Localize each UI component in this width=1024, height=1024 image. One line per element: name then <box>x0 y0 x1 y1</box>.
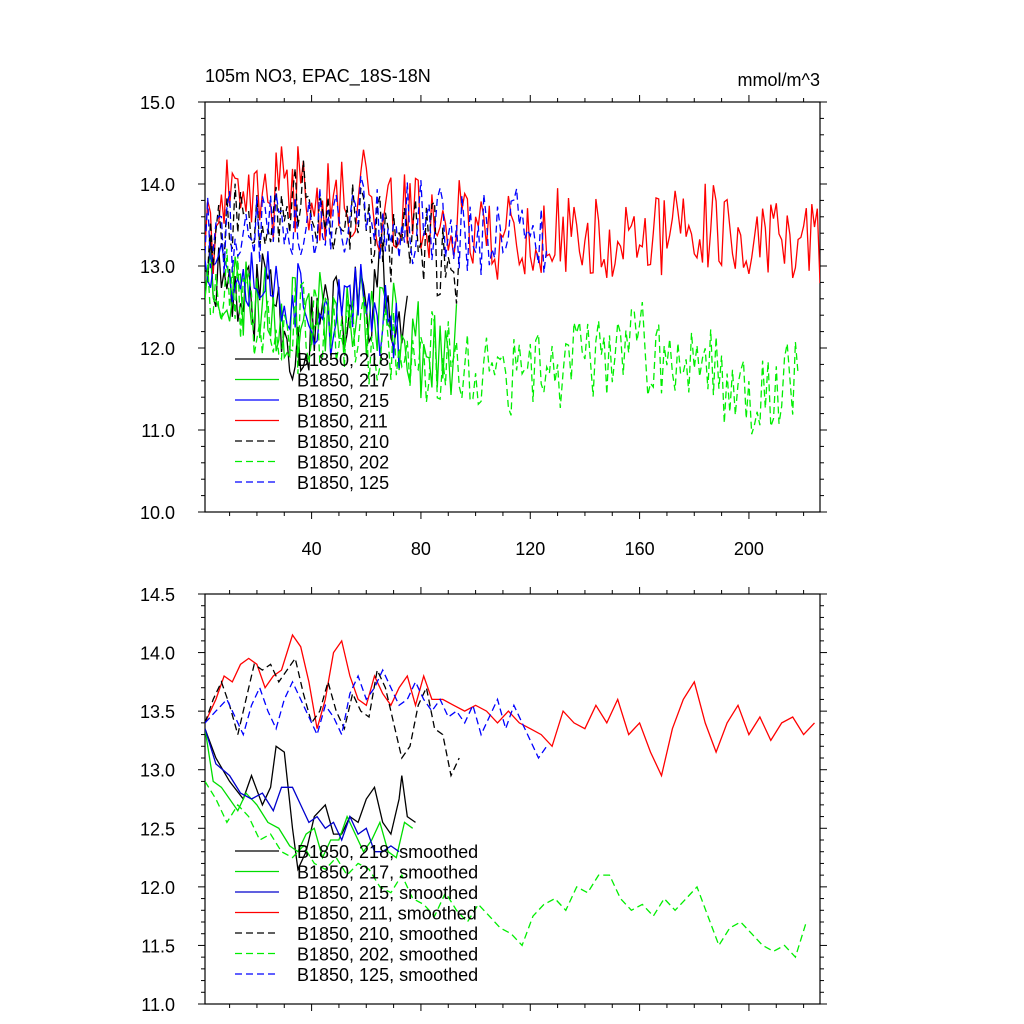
legend-label: B1850, 217 <box>297 371 389 391</box>
y-tick-label: 14.0 <box>140 644 175 664</box>
series-line-4 <box>205 160 460 304</box>
y-tick-label: 12.0 <box>140 878 175 898</box>
series-line-6 <box>205 668 548 760</box>
series-line-0 <box>205 236 408 382</box>
x-tick-label: 40 <box>302 539 322 559</box>
x-tick-label: 160 <box>625 539 655 559</box>
bottom-panel-axes: 11.0 11.5 12.0 12.5 13.0 13.5 14.0 14.5 <box>140 585 827 1015</box>
legend-label: B1850, 217, smoothed <box>297 863 478 883</box>
series-line-2 <box>205 728 400 853</box>
y-tick-label: 12.5 <box>140 819 175 839</box>
legend-label: B1850, 211, smoothed <box>297 904 477 924</box>
legend-label: B1850, 125, smoothed <box>297 965 478 985</box>
top-panel-title-right: mmol/m^3 <box>738 70 820 90</box>
bottom-panel: 11.0 11.5 12.0 12.5 13.0 13.5 14.0 14.5 B1850, … <box>140 585 827 1015</box>
legend-label: B1850, 218, smoothed <box>297 842 478 862</box>
top-panel-title-left: 105m NO3, EPAC_18S-18N <box>205 66 431 87</box>
series-line-4 <box>205 656 460 778</box>
legend-label: B1850, 210, smoothed <box>297 924 478 944</box>
y-tick-label: 12.0 <box>140 339 175 359</box>
legend-label: B1850, 125 <box>297 473 389 493</box>
series-line-0 <box>205 728 416 872</box>
series-line-5 <box>205 781 807 959</box>
series-line-1 <box>205 728 414 860</box>
bottom-panel-frame <box>204 593 821 1005</box>
top-panel-axes: 10.0 11.0 12.0 13.0 14.0 15.0 40 80 120 160 200 <box>140 93 827 559</box>
legend-label: B1850, 218 <box>297 350 389 370</box>
y-tick-label: 13.0 <box>140 257 175 277</box>
series-line-3 <box>205 146 820 284</box>
y-tick-label: 15.0 <box>140 93 175 113</box>
y-tick-label: 13.0 <box>140 761 175 781</box>
x-tick-label: 200 <box>734 539 764 559</box>
legend-label: B1850, 202, smoothed <box>297 945 478 965</box>
top-panel-frame <box>204 101 821 513</box>
series-line-5 <box>205 248 799 435</box>
y-tick-label: 11.0 <box>141 995 175 1015</box>
top-panel: 105m NO3, EPAC_18S-18N mmol/m^3 10.0 11.0… <box>140 66 827 559</box>
y-tick-label: 14.0 <box>140 175 175 195</box>
y-tick-label: 14.5 <box>140 585 175 605</box>
series-line-3 <box>205 633 815 778</box>
legend-label: B1850, 210 <box>297 432 389 452</box>
series-line-2 <box>205 243 400 369</box>
x-tick-label: 120 <box>515 539 545 559</box>
series-line-6 <box>205 175 548 276</box>
legend-label: B1850, 202 <box>297 453 389 473</box>
x-tick-label: 80 <box>411 539 431 559</box>
legend-label: B1850, 215 <box>297 391 389 411</box>
y-tick-label: 11.5 <box>141 936 175 956</box>
y-tick-label: 13.5 <box>140 702 175 722</box>
legend-label: B1850, 211 <box>297 412 388 432</box>
legend-label: B1850, 215, smoothed <box>297 883 478 903</box>
bottom-panel-plot-area <box>205 633 815 959</box>
top-panel-plot-area <box>205 146 820 435</box>
y-tick-label: 10.0 <box>140 503 175 523</box>
y-tick-label: 11.0 <box>141 421 175 441</box>
